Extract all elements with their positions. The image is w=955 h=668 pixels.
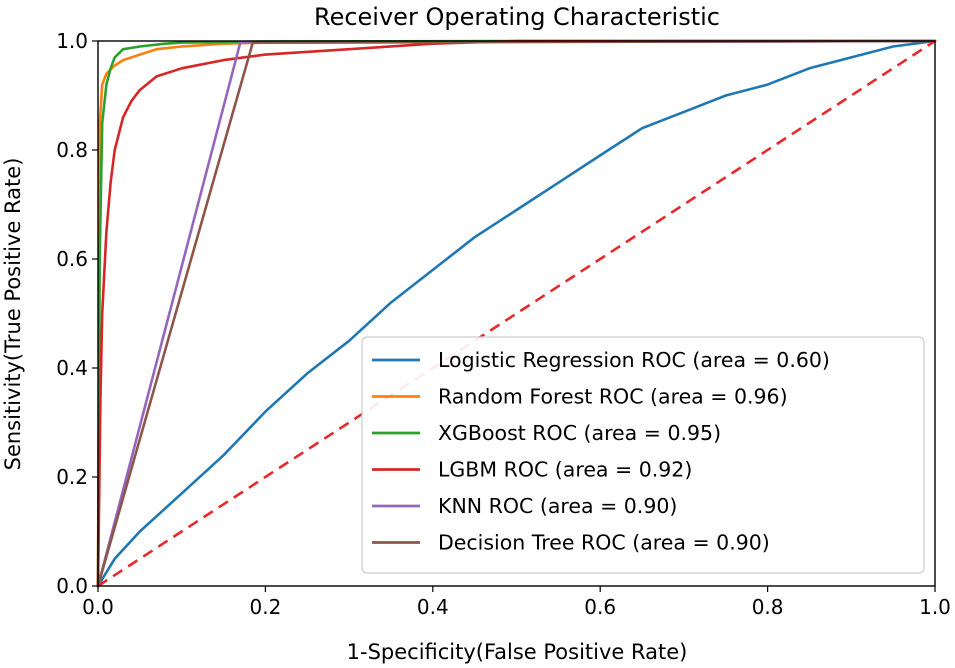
legend-label: Logistic Regression ROC (area = 0.60) bbox=[438, 348, 830, 372]
x-tick-label: 0.6 bbox=[584, 595, 616, 619]
reference-diagonal-line bbox=[97, 39, 936, 588]
x-axis-ticks: 0.0 0.2 0.4 0.6 0.8 1.0 bbox=[82, 586, 951, 619]
legend-box bbox=[361, 336, 925, 574]
plot-frame bbox=[97, 40, 936, 587]
x-tick-label: 0.0 bbox=[82, 595, 114, 619]
y-tick-label: 1.0 bbox=[56, 29, 88, 53]
legend-label: XGBoost ROC (area = 0.95) bbox=[438, 421, 721, 445]
legend-label: KNN ROC (area = 0.90) bbox=[438, 494, 677, 518]
series-line-0 bbox=[96, 39, 937, 588]
y-tick-label: 0.4 bbox=[56, 356, 88, 380]
y-axis-ticks: 0.0 0.2 0.4 0.6 0.8 1.0 bbox=[56, 29, 98, 598]
x-tick-label: 0.2 bbox=[249, 595, 281, 619]
legend-label: Random Forest ROC (area = 0.96) bbox=[438, 385, 788, 409]
x-axis-label: 1-Specificity(False Positive Rate) bbox=[347, 640, 688, 664]
y-tick-label: 0.6 bbox=[56, 247, 88, 271]
legend-label: Decision Tree ROC (area = 0.90) bbox=[438, 531, 770, 555]
x-tick-label: 0.4 bbox=[417, 595, 449, 619]
y-tick-label: 0.2 bbox=[56, 465, 88, 489]
y-tick-label: 0.8 bbox=[56, 138, 88, 162]
x-tick-label: 0.8 bbox=[752, 595, 784, 619]
y-tick-label: 0.0 bbox=[56, 574, 88, 598]
x-tick-label: 1.0 bbox=[919, 595, 951, 619]
legend-label: LGBM ROC (area = 0.92) bbox=[438, 458, 692, 482]
y-axis-label: Sensitivity(True Positive Rate) bbox=[1, 158, 25, 471]
legend: Logistic Regression ROC (area = 0.60) Ran… bbox=[361, 336, 925, 574]
chart-title: Receiver Operating Characteristic bbox=[314, 3, 720, 31]
